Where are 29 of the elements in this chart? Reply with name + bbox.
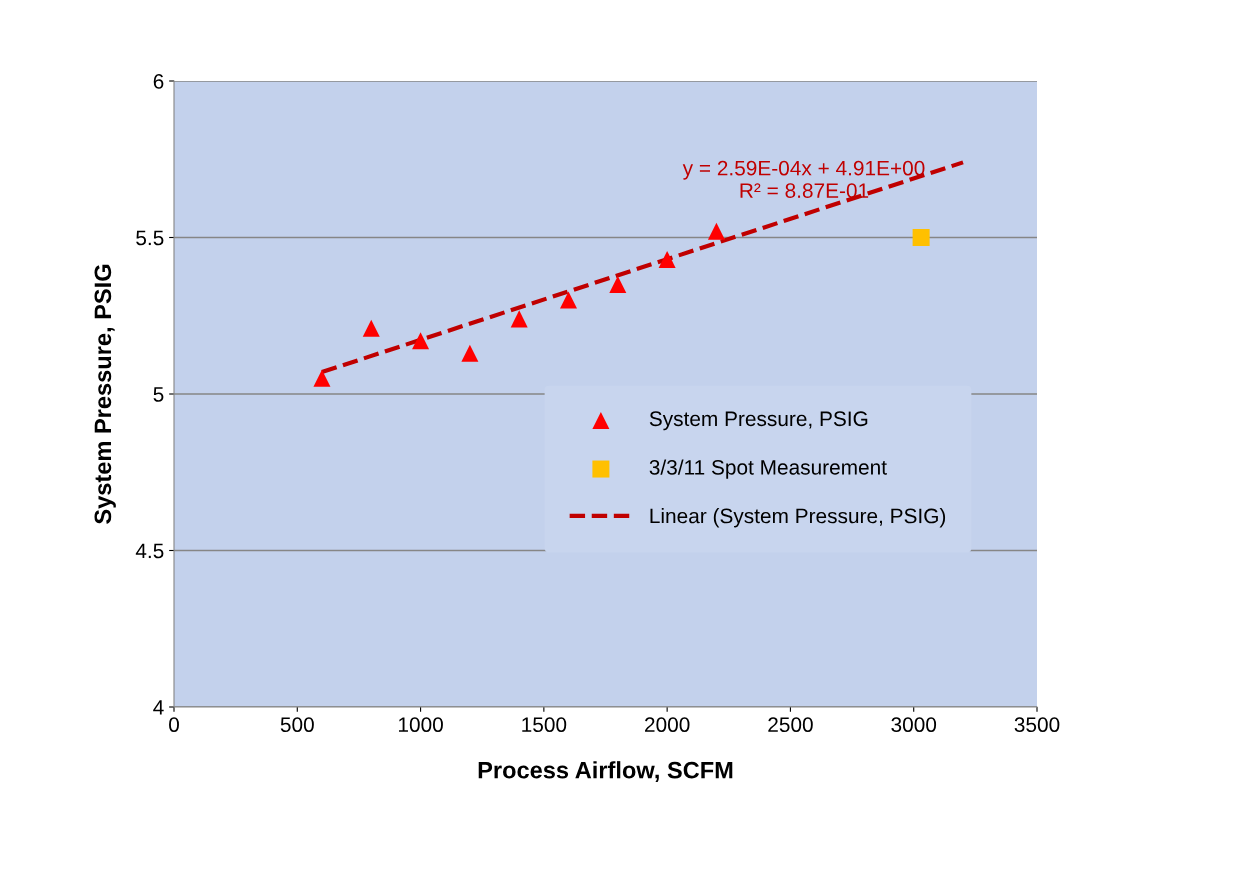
point <box>707 222 725 240</box>
y-axis-title: System Pressure, PSIG <box>94 264 116 524</box>
x-tick-label: 0 <box>169 717 179 733</box>
legend-label: Linear (System Pressure, PSIG) <box>650 508 946 528</box>
x-tick-label: 500 <box>280 717 314 733</box>
y-tick-label: 5.5 <box>136 230 164 246</box>
y-tick-label: 6 <box>153 74 164 89</box>
legend-label: 3/3/11 Spot Measurement <box>649 459 887 479</box>
point <box>560 291 578 309</box>
point <box>912 228 930 247</box>
point <box>313 369 331 387</box>
point <box>609 275 627 293</box>
point <box>461 344 479 362</box>
point <box>510 310 528 328</box>
annotation: y = 2.59E-04x + 4.91E+00 R² = 8.87E-01 <box>682 160 925 198</box>
x-tick-label: 3000 <box>891 717 937 733</box>
x-tick-label: 2500 <box>768 717 813 733</box>
x-tick-label: 2000 <box>645 717 690 733</box>
point <box>658 250 676 268</box>
x-axis-title: Process Airflow, SCFM <box>478 761 733 782</box>
point <box>362 319 380 337</box>
y-tick-label: 4.5 <box>135 543 164 559</box>
x-tick-label: 3500 <box>1014 717 1060 733</box>
legend-label: System Pressure, PSIG <box>649 411 868 431</box>
x-tick-label: 1000 <box>398 717 443 733</box>
y-tick-label: 5 <box>153 387 164 402</box>
y-tick-label: 4 <box>153 700 164 715</box>
x-tick-label: 1500 <box>522 717 567 733</box>
point <box>412 332 430 350</box>
